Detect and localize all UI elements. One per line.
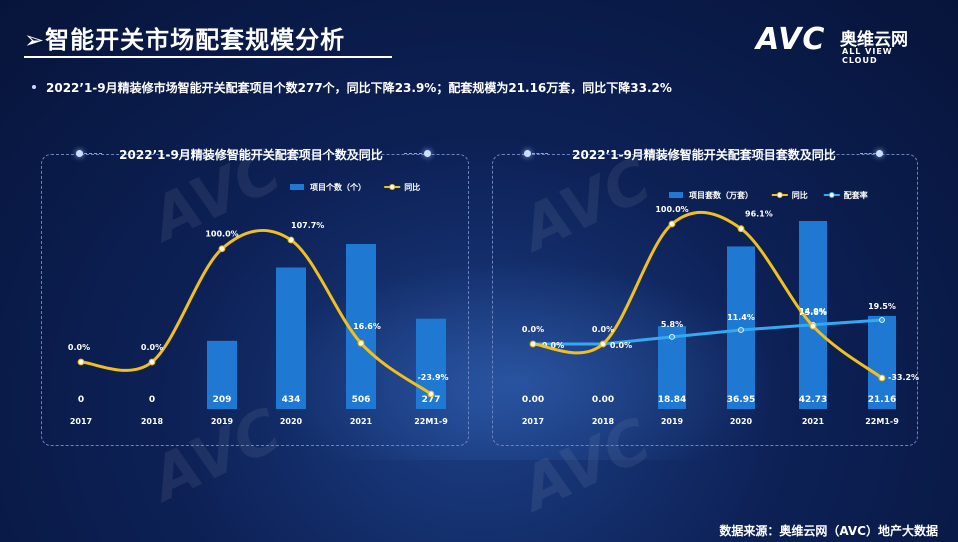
- yoy-point: [668, 220, 676, 228]
- bar-value-label: 42.73: [799, 395, 827, 405]
- rate-value-label: 0.0%: [610, 341, 632, 350]
- bar-value-label: 18.84: [658, 395, 686, 405]
- bullet-dot: [32, 85, 36, 89]
- title-dot-right: [876, 150, 883, 157]
- bar: [276, 267, 306, 409]
- logo-mark: AVC: [756, 22, 826, 57]
- yoy-point: [218, 245, 226, 253]
- yoy-value-label: 0.0%: [592, 325, 614, 334]
- bar-value-label: 0: [78, 395, 84, 405]
- x-tick-label: 2018: [592, 417, 615, 426]
- yoy-value-label: 96.1%: [745, 210, 773, 219]
- x-tick-label: 2017: [522, 417, 544, 426]
- yoy-value-label: 16.6%: [353, 322, 381, 331]
- page-title: ➢智能开关市场配套规模分析: [24, 26, 346, 54]
- series-line-yoy: [532, 210, 883, 380]
- rate-value-label: 19.5%: [868, 302, 896, 311]
- bar-value-label: 21.16: [868, 395, 896, 405]
- rate-value-label: 5.8%: [661, 320, 683, 329]
- rate-point: [738, 327, 744, 333]
- yoy-point: [878, 374, 886, 382]
- title-dash: [404, 153, 422, 155]
- yoy-point: [77, 358, 85, 366]
- rate-point: [669, 333, 675, 340]
- rate-value-label: 11.4%: [727, 313, 755, 322]
- legend-label: 项目个数（个）: [310, 182, 366, 192]
- x-tick-label: 2019: [211, 417, 234, 426]
- title-dot-right: [424, 150, 431, 157]
- chart-panel-left: [41, 154, 469, 446]
- yoy-point: [287, 236, 295, 244]
- bar-value-label: 0.00: [592, 395, 614, 405]
- bar-value-label: 36.95: [727, 395, 755, 405]
- bar-value-label: 0: [149, 395, 155, 405]
- title-dash: [84, 153, 102, 155]
- yoy-value-label: 0.0%: [141, 343, 163, 352]
- title-dash: [860, 153, 876, 155]
- yoy-point: [529, 340, 537, 348]
- legend-swatch-marker: [389, 184, 396, 190]
- yoy-value-label: 0.0%: [522, 325, 544, 334]
- yoy-value-label: -33.2%: [888, 373, 919, 382]
- yoy-point: [357, 339, 365, 347]
- logo-en-text: ALL VIEW CLOUD: [842, 47, 893, 65]
- legend-swatch-marker: [828, 192, 835, 198]
- x-tick-label: 2018: [141, 417, 164, 426]
- x-tick-label: 2020: [280, 417, 303, 426]
- bar-value-label: 0.00: [522, 395, 544, 405]
- legend-swatch-bar: [669, 192, 683, 198]
- bar-value-label: 434: [282, 395, 301, 405]
- title-dot-left: [524, 150, 531, 157]
- bar-value-label: 209: [213, 395, 232, 405]
- chart-panel-right: [492, 154, 918, 446]
- bar: [868, 315, 896, 409]
- legend-label: 同比: [404, 182, 420, 192]
- yoy-point: [427, 390, 435, 398]
- x-tick-label: 2021: [802, 417, 825, 426]
- legend-label: 同比: [792, 190, 808, 200]
- x-tick-label: 22M1-9: [414, 417, 448, 426]
- chart-title-left: 2022’1-9月精装修智能开关配套项目个数及同比: [119, 148, 383, 162]
- x-tick-label: 22M1-9: [865, 417, 899, 426]
- yoy-point: [737, 225, 745, 233]
- title-dot-left: [76, 150, 83, 157]
- legend-swatch-marker: [776, 192, 783, 198]
- yoy-point: [599, 340, 607, 348]
- x-tick-label: 2017: [70, 417, 92, 426]
- title-underline: [24, 56, 392, 58]
- yoy-point: [809, 322, 817, 330]
- avc-logo: AVC 奥维云网 ALL VIEW CLOUD: [756, 22, 932, 65]
- x-tick-label: 2019: [661, 417, 684, 426]
- bar: [346, 244, 376, 409]
- series-line-rate: [533, 318, 883, 346]
- chart-title-right: 2022’1-9月精装修智能开关配套项目套数及同比: [572, 148, 836, 162]
- yoy-value-label: 14.9%: [799, 307, 827, 316]
- legend-swatch-bar: [290, 184, 304, 190]
- rate-value-label: 15.6%: [799, 308, 827, 317]
- bar-value-label: 277: [422, 395, 441, 405]
- bar: [658, 326, 686, 409]
- rate-point: [879, 317, 885, 323]
- bar-value-label: 506: [352, 395, 371, 405]
- yoy-value-label: -23.9%: [417, 373, 448, 382]
- logo-cn-text: 奥维云网: [840, 30, 908, 50]
- x-tick-label: 2021: [350, 417, 373, 426]
- summary-text: 2022’1-9月精装修市场智能开关配套项目个数277个，同比下降23.9%；配…: [46, 81, 672, 95]
- series-line-yoy: [80, 228, 432, 396]
- x-tick-label: 2020: [730, 417, 753, 426]
- yoy-value-label: 107.7%: [291, 221, 324, 230]
- rate-value-label: 0.0%: [542, 341, 564, 350]
- legend-label: 配套率: [844, 190, 868, 200]
- title-dash: [532, 153, 548, 155]
- bar: [207, 340, 237, 409]
- legend-label: 项目套数（万套）: [689, 190, 753, 200]
- yoy-value-label: 100.0%: [205, 230, 238, 239]
- yoy-value-label: 100.0%: [655, 205, 688, 214]
- yoy-value-label: 0.0%: [68, 343, 90, 352]
- data-source: 数据来源：奥维云网（AVC）地产大数据: [719, 524, 938, 538]
- yoy-point: [148, 358, 156, 366]
